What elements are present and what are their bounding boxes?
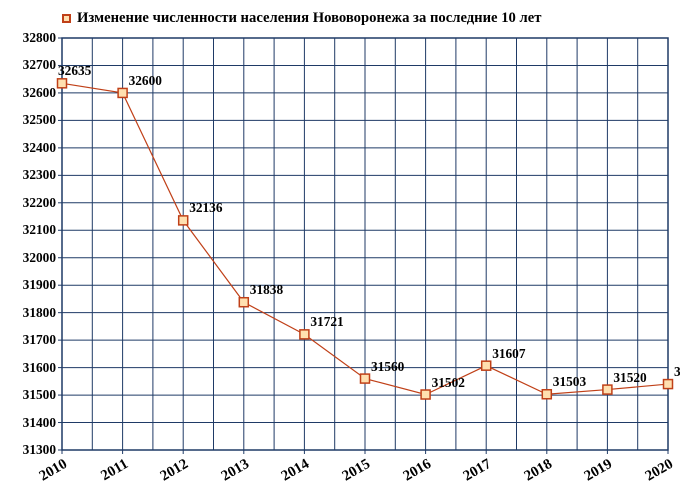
legend-text: Изменение численности населения Нововоро… xyxy=(77,10,541,27)
data-label: 31721 xyxy=(310,314,343,330)
data-label: 31502 xyxy=(432,375,465,391)
data-marker xyxy=(179,216,188,225)
data-marker xyxy=(58,79,67,88)
data-label: 31503 xyxy=(553,374,586,390)
y-tick-label: 32800 xyxy=(23,30,56,46)
y-tick-label: 32400 xyxy=(23,140,56,156)
data-marker xyxy=(482,361,491,370)
y-tick-label: 32000 xyxy=(23,250,56,266)
data-marker xyxy=(239,298,248,307)
data-label: 31540 xyxy=(674,364,680,380)
y-tick-label: 31800 xyxy=(23,305,56,321)
y-tick-label: 32300 xyxy=(23,167,56,183)
legend: Изменение численности населения Нововоро… xyxy=(62,10,541,27)
data-label: 32600 xyxy=(129,73,162,89)
y-tick-label: 31400 xyxy=(23,415,56,431)
y-tick-label: 32600 xyxy=(23,85,56,101)
data-marker xyxy=(603,385,612,394)
y-tick-label: 31600 xyxy=(23,360,56,376)
data-marker xyxy=(361,374,370,383)
legend-marker-icon xyxy=(62,14,71,23)
data-label: 32635 xyxy=(58,63,91,79)
y-tick-label: 32100 xyxy=(23,222,56,238)
y-tick-label: 31700 xyxy=(23,332,56,348)
chart-container: Изменение численности населения Нововоро… xyxy=(0,0,680,500)
y-tick-label: 32700 xyxy=(23,57,56,73)
data-label: 31838 xyxy=(250,282,283,298)
y-tick-label: 32200 xyxy=(23,195,56,211)
y-tick-label: 31500 xyxy=(23,387,56,403)
data-marker xyxy=(421,390,430,399)
data-label: 31607 xyxy=(492,346,525,362)
data-marker xyxy=(300,330,309,339)
data-label: 32136 xyxy=(189,200,222,216)
y-tick-label: 31900 xyxy=(23,277,56,293)
y-tick-label: 31300 xyxy=(23,442,56,458)
data-marker xyxy=(542,390,551,399)
data-label: 31520 xyxy=(613,370,646,386)
y-tick-label: 32500 xyxy=(23,112,56,128)
data-marker xyxy=(118,88,127,97)
data-marker xyxy=(664,380,673,389)
chart-svg xyxy=(0,0,680,500)
data-label: 31560 xyxy=(371,359,404,375)
